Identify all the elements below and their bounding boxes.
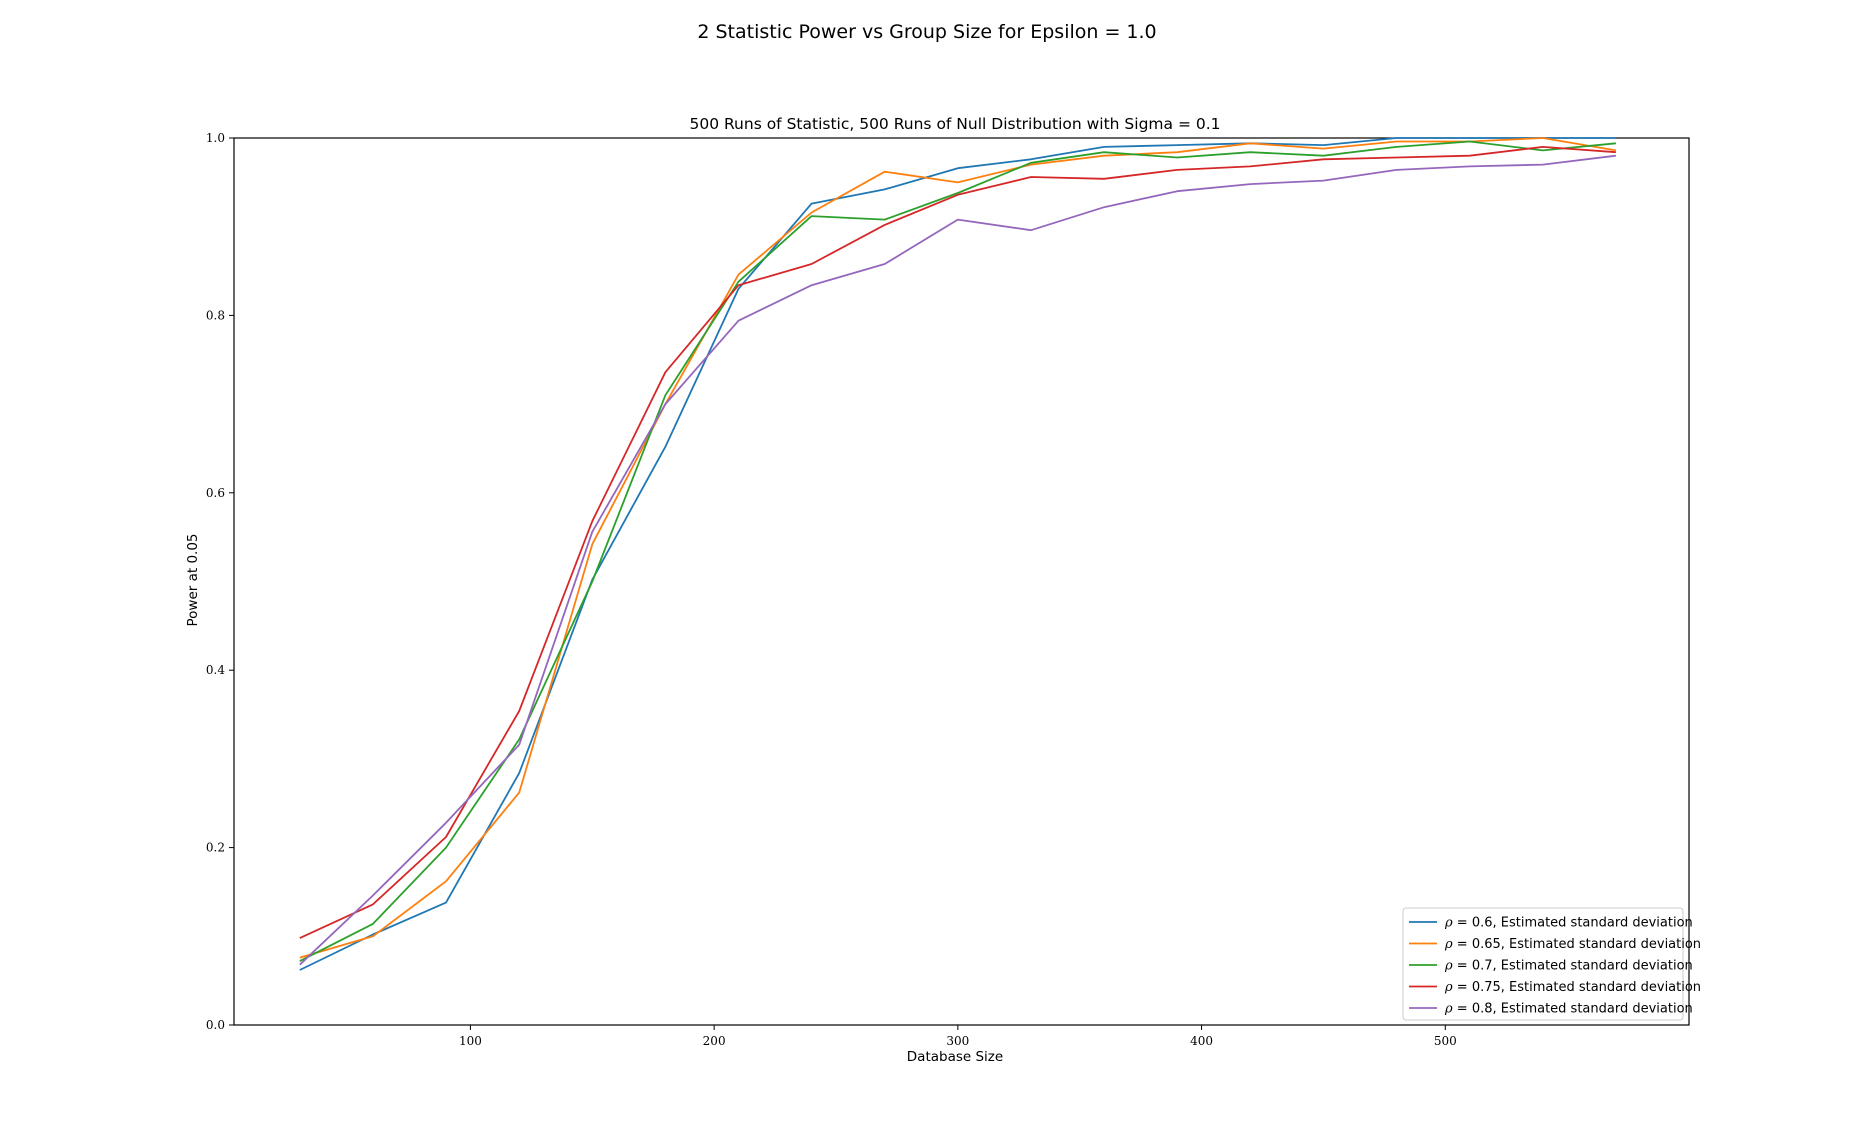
legend-entry: ρ = 0.8, Estimated standard deviation [1444,1002,1693,1017]
series-lines [299,137,1617,971]
x-tick-label: 200 [703,1034,726,1048]
chart-subtitle: 500 Runs of Statistic, 500 Runs of Null … [689,115,1220,133]
legend-entry: ρ = 0.7, Estimated standard deviation [1444,959,1693,974]
legend-label: = 0.65, Estimated standard deviation [1453,937,1701,952]
y-tick-label: 1.0 [206,131,225,145]
chart-title: 2 Statistic Power vs Group Size for Epsi… [697,21,1156,43]
plot-frame [233,137,1690,1026]
x-tick-label: 300 [946,1034,969,1048]
y-tick-label: 0.8 [206,308,225,322]
series-line-5 [299,154,1617,966]
legend-box [1402,907,1684,1021]
y-axis: 0.0 0.2 0.4 0.6 0.8 1.0 [206,131,234,1032]
x-axis: 100 200 300 400 500 [459,1025,1457,1048]
y-axis-label: Power at 0.05 [185,533,201,626]
legend-entry: ρ = 0.75, Estimated standard deviation [1444,980,1701,995]
legend-entry: ρ = 0.6, Estimated standard deviation [1444,916,1693,931]
legend-label: = 0.75, Estimated standard deviation [1453,980,1701,995]
y-tick-label: 0.6 [206,486,225,500]
x-axis-label: Database Size [907,1049,1003,1065]
series-line-4 [299,145,1616,939]
series-line-3 [299,140,1616,962]
series-line-1 [299,137,1616,971]
x-tick-label: 400 [1190,1034,1213,1048]
series-line-2 [299,137,1617,959]
legend-rho-symbol: ρ [1444,916,1453,931]
legend-label: = 0.7, Estimated standard deviation [1453,959,1693,974]
y-tick-label: 0.4 [206,663,225,677]
legend-rho-symbol: ρ [1444,1002,1453,1017]
x-tick-label: 500 [1434,1034,1457,1048]
legend-rho-symbol: ρ [1444,959,1453,974]
legend-rho-symbol: ρ [1444,980,1453,995]
plot-area [233,137,1690,1026]
legend-label: = 0.6, Estimated standard deviation [1453,916,1693,931]
legend-label: = 0.8, Estimated standard deviation [1453,1002,1693,1017]
y-tick-label: 0.2 [206,841,225,855]
legend-rho-symbol: ρ [1444,937,1453,952]
y-tick-label: 0.0 [206,1018,225,1032]
x-tick-label: 100 [459,1034,482,1048]
legend-entry: ρ = 0.65, Estimated standard deviation [1444,937,1701,952]
